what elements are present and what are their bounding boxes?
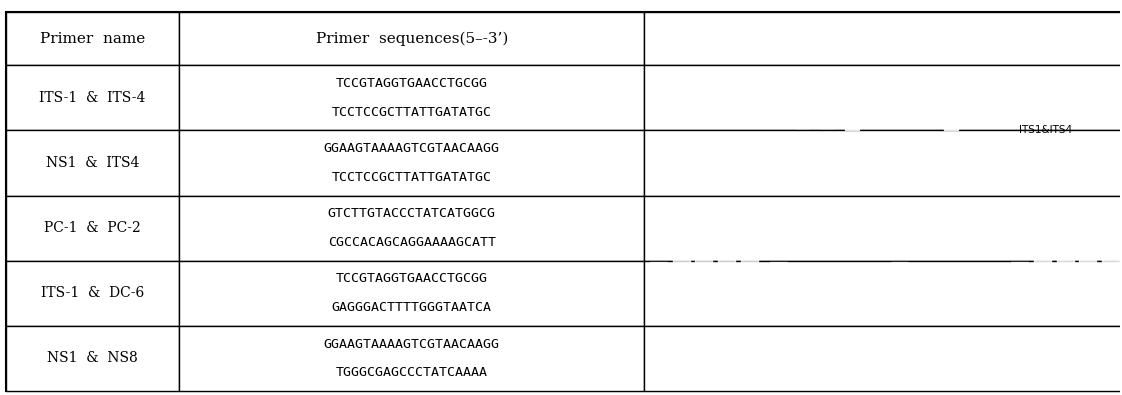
Bar [180,326,644,391]
Bar [6,261,180,326]
Text: CGCCACAGCAGGAAAAGCATT: CGCCACAGCAGGAAAAGCATT [328,236,496,249]
Text: TCCGTAGGTGAACCTGCGG: TCCGTAGGTGAACCTGCGG [335,273,488,286]
Text: TGGGCGAGCCCTATCAAAA: TGGGCGAGCCCTATCAAAA [335,366,488,379]
Text: PC-1  &  PC-2: PC-1 & PC-2 [44,221,140,235]
Text: Primer  sequences(5–-3’): Primer sequences(5–-3’) [315,31,508,46]
Bar [6,12,180,65]
Text: GGAAGTAAAAGTCGTAACAAGG: GGAAGTAAAAGTCGTAACAAGG [323,338,499,351]
Bar [6,65,180,130]
Bar [644,196,1122,261]
Bar [180,130,644,196]
Bar [644,261,1122,326]
Bar [180,196,644,261]
Text: TCCTCCGCTTATTGATATGC: TCCTCCGCTTATTGATATGC [332,105,491,118]
Text: NS1  &  NS8: NS1 & NS8 [47,352,138,365]
Bar [644,130,1122,196]
Bar [6,326,180,391]
Text: GAGGGACTTTTGGGTAATCA: GAGGGACTTTTGGGTAATCA [332,301,491,314]
Text: TCCTCCGCTTATTGATATGC: TCCTCCGCTTATTGATATGC [332,171,491,184]
Text: GGAAGTAAAAGTCGTAACAAGG: GGAAGTAAAAGTCGTAACAAGG [323,142,499,155]
Bar [6,130,180,196]
Text: Primer  name: Primer name [39,32,145,45]
Bar [180,12,644,65]
Text: ITS1&ITS4: ITS1&ITS4 [1019,125,1073,135]
Text: ITS-1  &  DC-6: ITS-1 & DC-6 [40,286,144,300]
Text: GTCTTGTACCCTATCATGGCG: GTCTTGTACCCTATCATGGCG [328,207,496,220]
Bar [644,65,1122,130]
Text: ITS-1  &  ITS-4: ITS-1 & ITS-4 [39,91,146,105]
Bar [180,261,644,326]
Text: NS1  &  ITS4: NS1 & ITS4 [46,156,139,170]
Bar [180,65,644,130]
Bar [644,326,1122,391]
Bar [644,12,1122,65]
Bar [6,196,180,261]
Text: TCCGTAGGTGAACCTGCGG: TCCGTAGGTGAACCTGCGG [335,77,488,90]
